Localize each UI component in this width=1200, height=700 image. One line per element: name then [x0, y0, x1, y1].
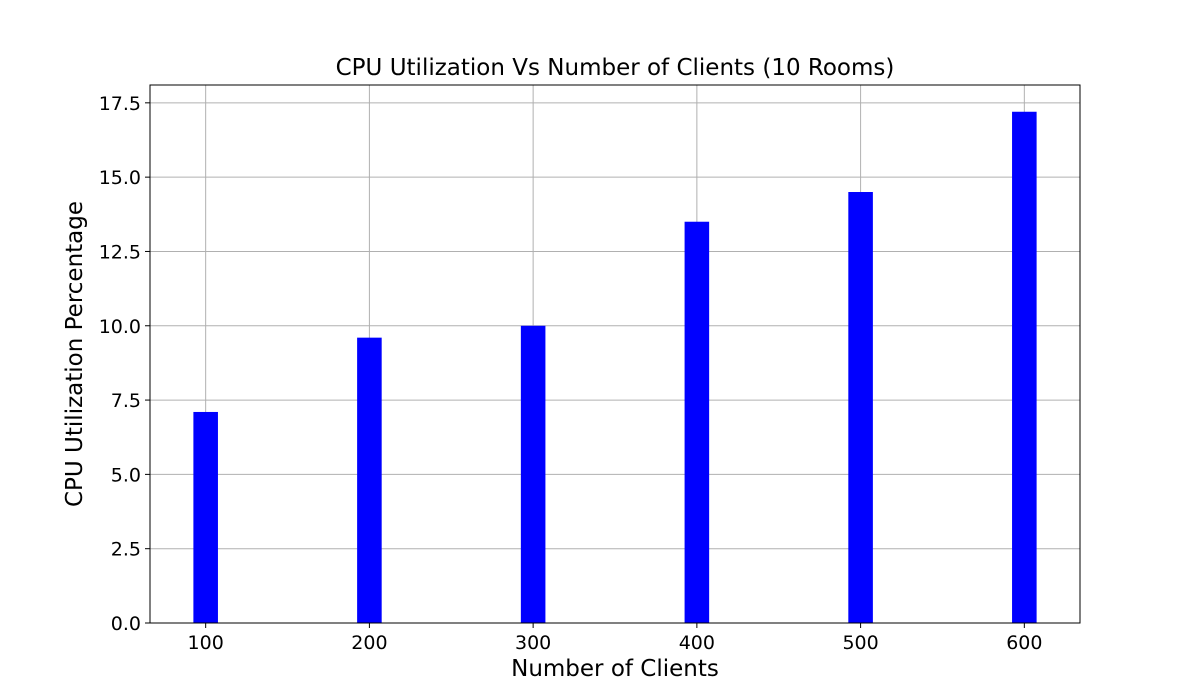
x-tick-label: 300	[515, 632, 551, 654]
y-axis-label: CPU Utilization Percentage	[62, 201, 88, 507]
bars	[193, 111, 1037, 624]
bar-100	[193, 411, 218, 623]
x-tick-label: 400	[679, 632, 715, 654]
x-tick-label: 200	[351, 632, 387, 654]
bar-400	[684, 221, 710, 623]
bar-300	[520, 325, 546, 623]
y-tick-label: 10.0	[99, 316, 141, 338]
chart-title: CPU Utilization Vs Number of Clients (10…	[336, 55, 895, 81]
y-tick-label: 0.0	[111, 613, 141, 635]
y-tick-label: 7.5	[111, 390, 141, 412]
y-tick-label: 15.0	[99, 167, 141, 189]
x-tick-label: 100	[188, 632, 224, 654]
plot-frame	[149, 84, 1081, 624]
x-tick-label: 600	[1006, 632, 1042, 654]
x-axis-label: Number of Clients	[511, 656, 719, 682]
x-tick-label: 500	[842, 632, 878, 654]
y-tick-label: 2.5	[111, 539, 141, 561]
y-tick-label: 12.5	[99, 241, 141, 263]
axis-ticks: 0.0 2.5 5.0 7.5 10.0 12.5 15.0 17.5 100 200 300 400…	[99, 93, 1043, 654]
y-tick-label: 17.5	[99, 93, 141, 115]
y-tick-label: 5.0	[111, 464, 141, 486]
grid	[150, 85, 1080, 624]
bar-200	[357, 337, 382, 623]
bar-500	[848, 192, 873, 623]
bar-600	[1012, 111, 1037, 624]
